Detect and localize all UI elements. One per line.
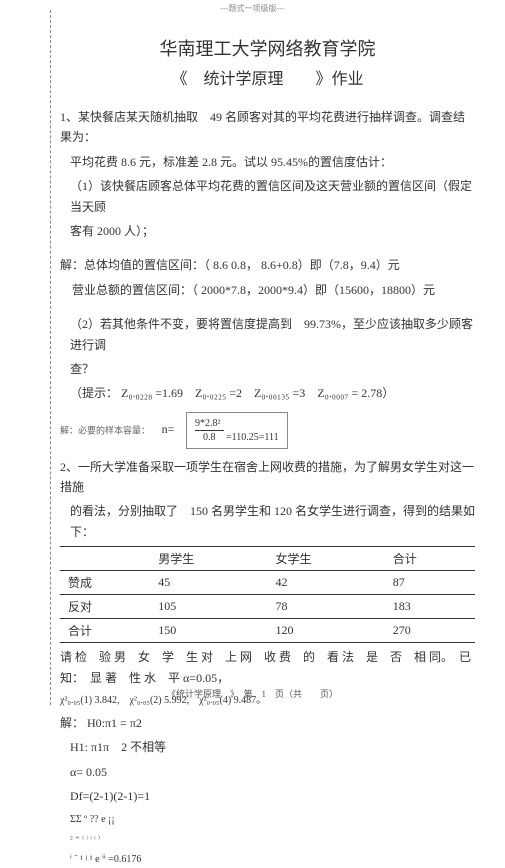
cell: 78 [267,595,384,619]
page-footer: 《统计学原理 》 第 1 页（共 页） [0,687,505,700]
q1-line3: （1）该快餐店顾客总体平均花费的置信区间及这天营业额的置信区间（假定当天顾 [60,176,475,217]
institution-title: 华南理工大学网络教育学院 [60,35,475,61]
q1-line2: 平均花费 8.6 元，标准差 2.8 元。试以 95.45%的置信度估计： [60,152,475,172]
q2-line2: 的看法，分别抽取了 150 名男学生和 120 名女学生进行调查，得到的结果如下… [60,501,475,542]
cell: 42 [267,571,384,595]
q1-formula-res: =110.25=111 [226,432,279,443]
q1-ans2: 营业总额的置信区间：（ 2000*7.8，2000*9.4）即（15600，18… [60,280,475,300]
q2-table: 男学生 女学生 合计 赞成 45 42 87 反对 105 78 183 合计 … [60,546,475,643]
cell: 150 [150,619,267,643]
q2-stat3: ⁱ ˉ ¹ ʲ ¹ e ⁱⁱ =0.6176 [60,851,475,868]
cell: 105 [150,595,267,619]
q2-alpha-line: α= 0.05 [60,762,475,782]
q2-stat1: ΣΣ º ?? e ¡¡ [60,811,475,828]
q1-line6: 查？ [60,359,475,379]
q2-df: Df=(2-1)(2-1)=1 [60,786,475,806]
q2-alpha: α=0.05， [183,671,229,685]
table-row: 男学生 女学生 合计 [60,547,475,571]
cell: 赞成 [60,571,150,595]
q1-zvals: Z₀.₀₂₂₈ =1.69 Z₀.₀₂₂₅ =2 Z₀.₀₀₁₃₅ =3 Z₀.… [121,386,394,400]
q2-line1: 2、一所大学准备采取一项学生在宿舍上网收费的措施，为了解男女学生对这一措施 [60,457,475,498]
table-row: 反对 105 78 183 [60,595,475,619]
q2-stat2: ² ⁼ ⁽ ⁱ ⁱ ⁱ ⁾ [60,832,475,847]
course-title: 《 统计学原理 》作业 [60,65,475,89]
cell: 合计 [60,619,150,643]
th-male: 男学生 [150,547,267,571]
cell: 183 [385,595,475,619]
cell: 270 [385,619,475,643]
q1-formula-top: 9*2.8² [195,418,221,429]
q1-line5: （2）若其他条件不变，要将置信度提高到 99.73%，至少应该抽取多少顾客进行调 [60,314,475,355]
q1-formula-box: 9*2.8² 0.8 =110.25=111 [186,412,288,449]
cell: 87 [385,571,475,595]
top-mark: ---题式一项级版--- [221,3,285,14]
cell: 45 [150,571,267,595]
q2-line3: 请 检 验 男 女 学 生 对 上 网 收 费 的 看 法 是 否 相 同。 已… [60,647,475,688]
th-total: 合计 [385,547,475,571]
q2-h1: H1: π1π 2 不相等 [60,737,475,757]
table-row: 合计 150 120 270 [60,619,475,643]
q1-line1: 1、某快餐店某天随机抽取 49 名顾客对其的平均花费进行抽样调查。调查结果为： [60,107,475,148]
q2-h0: 解： H0:π1 = π2 [60,713,475,733]
q1-need-row: 解：必要的样本容量： n= 9*2.8² 0.8 =110.25=111 [60,408,475,453]
th-female: 女学生 [267,547,384,571]
cell: 反对 [60,595,150,619]
q1-formula-bot: 0.8 [195,430,224,444]
q1-line4: 客有 2000 人）； [60,221,475,241]
cell: 120 [267,619,384,643]
th-blank [60,547,150,571]
table-row: 赞成 45 42 87 [60,571,475,595]
left-dash-border [50,10,51,705]
q1-ans1: 解：总体均值的置信区间：（ 8.6 0.8， 8.6+0.8）即（7.8，9.4… [60,255,475,275]
q1-hint-label: （提示： [70,386,118,400]
q1-need-label: 解：必要的样本容量： [60,425,150,435]
q1-hint-row: （提示： Z₀.₀₂₂₈ =1.69 Z₀.₀₂₂₅ =2 Z₀.₀₀₁₃₅ =… [60,383,475,403]
q2-line3a: 请 检 验 男 女 学 生 对 上 网 收 费 的 看 法 是 否 相 同。 已… [60,650,483,684]
